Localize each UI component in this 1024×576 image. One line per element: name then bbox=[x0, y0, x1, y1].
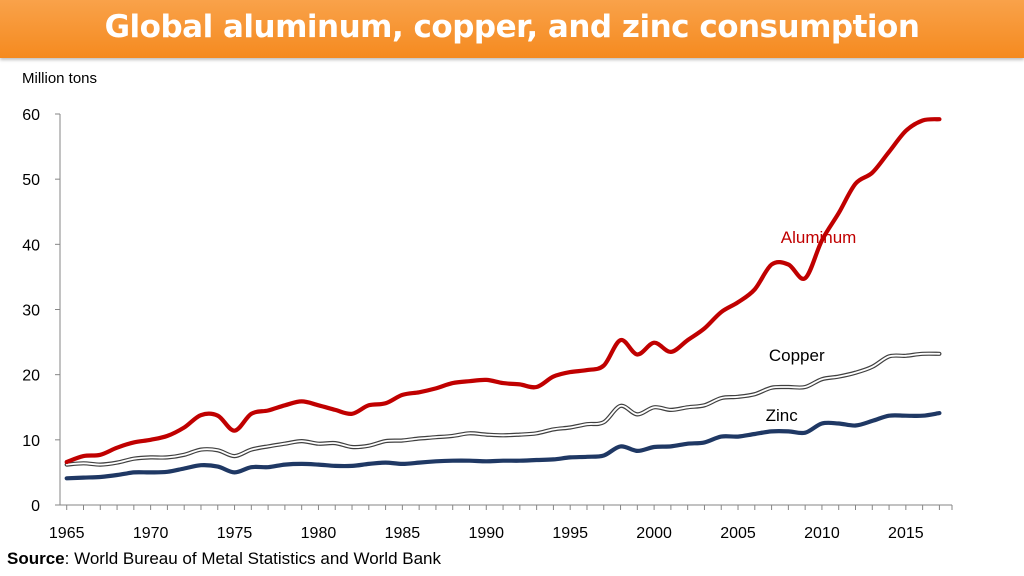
title-bar: Global aluminum, copper, and zinc consum… bbox=[0, 0, 1024, 58]
x-tick-label: 1975 bbox=[217, 525, 253, 542]
copper-series-line bbox=[64, 351, 942, 467]
x-tick-label: 2010 bbox=[804, 525, 840, 542]
x-tick-label: 1965 bbox=[49, 525, 85, 542]
x-tick-label: 2000 bbox=[636, 525, 672, 542]
x-tick-label: 1980 bbox=[301, 525, 337, 542]
x-tick-label: 2005 bbox=[720, 525, 756, 542]
y-tick-label: 50 bbox=[22, 172, 40, 189]
source-text: : World Bureau of Metal Statistics and W… bbox=[64, 549, 442, 568]
x-tick-label: 2015 bbox=[888, 525, 924, 542]
aluminum-series-line bbox=[64, 117, 942, 465]
y-axis-unit-label: Million tons bbox=[22, 70, 98, 87]
copper-series-line-inner bbox=[65, 352, 941, 466]
x-tick-label: 1985 bbox=[385, 525, 421, 542]
page-title: Global aluminum, copper, and zinc consum… bbox=[104, 9, 920, 45]
y-tick-label: 30 bbox=[22, 303, 40, 320]
y-tick-label: 0 bbox=[31, 498, 40, 515]
source-note: Source: World Bureau of Metal Statistics… bbox=[7, 549, 441, 569]
copper-series-label: Copper bbox=[769, 346, 825, 365]
x-tick-label: 1990 bbox=[468, 525, 504, 542]
y-tick-label: 20 bbox=[22, 368, 40, 385]
aluminum-series-label: Aluminum bbox=[781, 228, 857, 247]
source-label: Source bbox=[7, 549, 65, 568]
x-tick-label: 1970 bbox=[133, 525, 169, 542]
y-tick-label: 60 bbox=[22, 107, 40, 124]
zinc-series-label: Zinc bbox=[766, 406, 799, 425]
y-tick-label: 10 bbox=[22, 433, 40, 450]
y-tick-label: 40 bbox=[22, 237, 40, 254]
x-tick-label: 1995 bbox=[552, 525, 588, 542]
zinc-series-line bbox=[64, 411, 942, 481]
